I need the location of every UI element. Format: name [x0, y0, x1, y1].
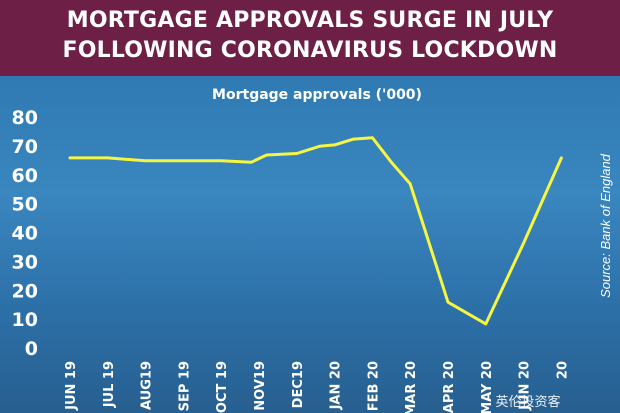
chart-title: Mortgage approvals ('000): [212, 87, 422, 103]
series-line: [68, 136, 563, 326]
x-tick-label: JAN 20: [329, 361, 344, 410]
y-tick-label: 60: [12, 165, 38, 187]
y-tick-label: 80: [12, 107, 38, 129]
headline-line-2: FOLLOWING CORONAVIRUS LOCKDOWN: [62, 38, 558, 63]
watermark-text: 英伦投资客: [495, 394, 560, 410]
x-tick-label: SEP 19: [177, 361, 192, 411]
source-label: Source: Bank of England: [598, 153, 613, 298]
y-tick-label: 50: [12, 194, 38, 216]
y-tick-label: 40: [12, 223, 38, 245]
x-tick-label: NOV19: [253, 361, 268, 411]
x-tick-label: DEC19: [291, 361, 306, 408]
x-tick-label: APR 20: [442, 361, 457, 413]
x-tick-label: AUG19: [140, 361, 155, 410]
x-tick-label: FEB 20: [366, 361, 381, 411]
chart-area: Mortgage approvals ('000) Source: Bank o…: [0, 76, 620, 413]
headline: MORTGAGE APPROVALS SURGE IN JULY FOLLOWI…: [0, 0, 620, 76]
line-chart: Mortgage approvals ('000) Source: Bank o…: [12, 87, 613, 413]
x-tick-label: MAY 20: [480, 361, 495, 413]
y-tick-label: 30: [12, 251, 38, 273]
headline-line-1: MORTGAGE APPROVALS SURGE IN JULY: [66, 8, 554, 33]
x-tick-label: JUN 20: [518, 361, 533, 411]
x-tick-label: MAR 20: [404, 361, 419, 413]
x-tick-label: JUL 19: [102, 361, 117, 408]
x-tick-label: JUN 19: [64, 361, 79, 411]
y-tick-label: 70: [12, 136, 38, 158]
y-tick-label: 0: [25, 338, 38, 360]
x-tick-label: 20: [555, 361, 570, 379]
y-tick-label: 20: [12, 280, 38, 302]
y-tick-label: 10: [12, 309, 38, 331]
x-tick-label: OCT 19: [215, 361, 230, 413]
